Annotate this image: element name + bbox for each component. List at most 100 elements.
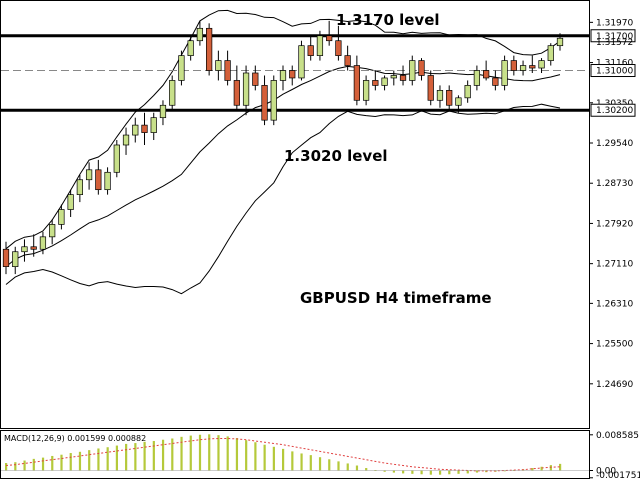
candle-13	[122, 127, 130, 155]
candle-body-13	[122, 134, 130, 146]
macd-bar-42	[392, 470, 395, 473]
candle-body-0	[2, 248, 10, 267]
candle-body-38	[353, 65, 360, 101]
price-tick-label-8: 1.25500	[596, 340, 633, 350]
band-middle	[5, 65, 561, 267]
price-axis: 1.319701.311601.303501.295401.287301.279…	[589, 18, 636, 390]
candle-43	[399, 65, 407, 86]
candle-16	[150, 112, 157, 141]
candle-body-58	[538, 60, 545, 69]
candle-35	[326, 20, 333, 46]
candle-body-3	[30, 246, 37, 250]
candle-body-11	[104, 171, 111, 191]
macd-bar-22	[208, 434, 211, 471]
macd-label: MACD(12,26,9) 0.001599 0.000882	[4, 434, 146, 443]
macd-bar-60	[559, 463, 562, 471]
candle-body-26	[242, 72, 250, 106]
candle-32	[298, 40, 305, 81]
candle-5	[49, 219, 56, 245]
candle-12	[113, 140, 120, 178]
macd-bar-14	[134, 443, 137, 471]
price-tick-label-5: 1.27920	[596, 219, 633, 229]
macd-bar-7	[69, 453, 72, 471]
candle-48	[446, 85, 453, 111]
candle-body-44	[409, 60, 416, 81]
candle-body-28	[261, 85, 268, 121]
macd-bar-35	[328, 459, 331, 471]
candle-30	[279, 65, 287, 91]
candle-body-12	[113, 144, 120, 173]
price-tick-label-3: 1.29540	[596, 139, 633, 149]
macd-bar-20	[189, 435, 192, 471]
candle-body-1	[12, 251, 19, 267]
candle-57	[529, 55, 536, 73]
candle-28	[261, 75, 268, 126]
candle-50	[464, 80, 471, 103]
level-box-label-0: 1.31700	[596, 32, 633, 42]
candle-24	[224, 50, 231, 86]
macd-indicator: 0.008585 0.00-0.001751	[1, 431, 640, 480]
candle-body-5	[49, 224, 56, 238]
candles	[2, 20, 564, 275]
candle-body-53	[492, 77, 499, 86]
candle-51	[473, 65, 481, 91]
macd-bar-2	[23, 460, 26, 471]
candle-4	[39, 231, 47, 255]
candle-52	[483, 60, 490, 81]
macd-bar-59	[549, 465, 552, 471]
candle-body-14	[132, 124, 139, 136]
candle-body-59	[547, 45, 554, 61]
candle-44	[409, 55, 416, 86]
macd-tick-label-2: -0.001751	[596, 471, 640, 480]
band-lower	[5, 103, 561, 295]
candle-body-36	[335, 40, 342, 56]
macd-bar-10	[97, 448, 100, 471]
candle-37	[344, 45, 351, 71]
candle-41	[381, 75, 388, 91]
macd-bar-49	[457, 470, 460, 474]
macd-bar-21	[198, 434, 202, 471]
candle-body-24	[224, 60, 231, 81]
candle-body-8	[76, 179, 83, 195]
candle-54	[501, 55, 508, 91]
macd-bar-9	[88, 450, 91, 471]
candle-body-37	[344, 55, 351, 66]
macd-bar-24	[226, 436, 229, 471]
candle-17	[159, 100, 167, 126]
candle-6	[58, 204, 65, 230]
candle-60	[556, 33, 564, 51]
candle-1	[12, 246, 19, 275]
candle-body-32	[298, 45, 305, 79]
candle-53	[492, 70, 499, 91]
candle-body-35	[326, 35, 333, 42]
macd-bar-45	[420, 470, 423, 475]
candle-body-30	[279, 70, 287, 81]
macd-bar-6	[60, 454, 63, 471]
candle-27	[252, 65, 259, 91]
candle-22	[206, 23, 213, 76]
macd-bar-36	[337, 461, 340, 471]
candle-18	[169, 75, 176, 111]
candle-body-33	[307, 45, 314, 56]
candle-body-2	[21, 246, 28, 253]
candle-body-15	[141, 124, 148, 133]
candle-body-47	[436, 90, 444, 101]
candle-body-52	[483, 70, 490, 79]
candle-body-57	[529, 65, 536, 69]
candle-body-39	[362, 80, 370, 101]
candle-body-19	[178, 55, 185, 81]
candle-body-48	[446, 90, 453, 106]
macd-bar-32	[300, 453, 303, 471]
macd-bar-27	[254, 442, 257, 471]
candle-body-25	[233, 80, 240, 106]
macd-bar-23	[217, 435, 220, 471]
price-tick-label-7: 1.26310	[596, 299, 633, 309]
price-tick-label-0: 1.31970	[596, 18, 633, 28]
chart-title: GBPUSD H4 timeframe	[300, 289, 492, 307]
candle-47	[436, 85, 444, 108]
candle-body-49	[455, 97, 462, 106]
macd-bar-50	[466, 470, 469, 474]
candle-body-21	[196, 27, 204, 42]
